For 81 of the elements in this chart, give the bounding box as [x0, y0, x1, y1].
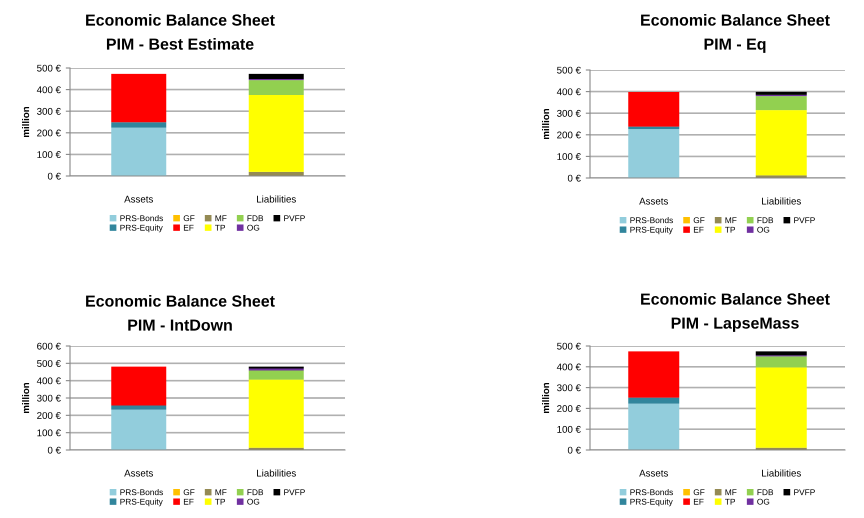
legend-label: PRS-Bonds	[120, 215, 163, 222]
chart-title: Economic Balance Sheet	[86, 14, 275, 26]
x-tick-label: Liabilities	[762, 197, 801, 205]
chart-subtitle: PIM - Eq	[704, 38, 766, 53]
chart-subtitle: PIM - Best Estimate	[106, 38, 254, 50]
y-tick-label: 200 €	[557, 405, 581, 412]
y-axis-title: million	[22, 106, 30, 138]
legend-label: MF	[216, 215, 227, 222]
legend-label: EF	[694, 226, 704, 233]
legend-label: MF	[726, 217, 737, 224]
y-tick-label: 500 €	[557, 66, 581, 74]
legend-label: PRS-Equity	[630, 226, 673, 234]
y-tick-label: 300 €	[37, 108, 61, 115]
y-tick-label: 500 €	[37, 360, 61, 367]
y-tick-label: 500 €	[37, 64, 61, 72]
legend-label: TP	[215, 224, 226, 231]
legend-label: PRS-Bonds	[120, 489, 163, 496]
legend-label: FDB	[758, 217, 774, 224]
y-axis-title: million	[22, 382, 30, 414]
y-tick-label: 300 €	[37, 394, 61, 402]
x-tick-label: Assets	[639, 470, 668, 477]
legend-label: PVFP	[284, 215, 305, 222]
legend-label: GF	[694, 489, 704, 496]
legend-label: PRS-Equity	[630, 498, 673, 506]
y-tick-label: 400 €	[36, 377, 61, 384]
y-tick-label: 0 €	[48, 172, 61, 180]
y-tick-label: 100 €	[37, 429, 61, 436]
x-tick-label: Liabilities	[257, 195, 296, 203]
y-tick-label: 300 €	[557, 384, 581, 392]
y-tick-label: 400 €	[556, 364, 581, 370]
x-tick-label: Assets	[639, 198, 668, 205]
chart-subtitle: PIM - IntDown	[128, 320, 232, 331]
legend-label: PRS-Bonds	[630, 217, 673, 224]
legend-label: GF	[184, 489, 194, 496]
legend-label: OG	[757, 226, 770, 233]
legend-label: FDB	[248, 215, 264, 222]
y-tick-label: 300 €	[557, 110, 581, 117]
chart-title: Economic Balance Sheet	[641, 293, 830, 305]
legend-label: PRS-Equity	[120, 498, 163, 506]
y-tick-label: 0 €	[48, 446, 61, 454]
x-tick-label: Assets	[124, 470, 153, 477]
legend-label: PVFP	[794, 489, 815, 496]
x-tick-label: Assets	[124, 196, 153, 203]
x-tick-label: Liabilities	[257, 469, 296, 477]
y-tick-label: 400 €	[556, 88, 581, 96]
y-tick-label: 200 €	[37, 412, 61, 419]
y-axis-title: million	[542, 382, 550, 414]
legend-label: PVFP	[284, 489, 305, 496]
legend-label: FDB	[758, 489, 774, 496]
y-tick-label: 200 €	[37, 130, 61, 136]
y-tick-label: 100 €	[557, 426, 581, 433]
legend-label: PRS-Bonds	[630, 489, 673, 496]
y-tick-label: 0 €	[568, 174, 581, 182]
y-tick-label: 100 €	[37, 151, 61, 158]
legend-label: MF	[726, 489, 737, 496]
chart-subtitle: PIM - LapseMass	[672, 318, 799, 332]
legend-label: EF	[184, 224, 194, 231]
legend-label: EF	[694, 498, 704, 505]
y-tick-label: 100 €	[557, 153, 581, 160]
legend-label: TP	[725, 226, 736, 233]
y-tick-label: 0 €	[568, 446, 581, 454]
y-axis-title: million	[542, 108, 550, 140]
legend-label: PVFP	[794, 217, 815, 224]
legend-label: MF	[216, 489, 227, 496]
legend-label: EF	[184, 498, 194, 505]
legend-label: OG	[757, 498, 770, 505]
chart-title: Economic Balance Sheet	[86, 295, 275, 307]
legend-label: OG	[247, 224, 260, 231]
legend-label: OG	[247, 498, 260, 505]
y-tick-label: 600 €	[37, 342, 61, 350]
y-tick-label: 500 €	[557, 342, 581, 350]
legend-label: FDB	[248, 489, 264, 496]
chart-title: Economic Balance Sheet	[641, 14, 830, 26]
legend-label: GF	[184, 215, 194, 222]
y-tick-label: 200 €	[557, 132, 581, 138]
x-tick-label: Liabilities	[762, 469, 801, 477]
legend-label: GF	[694, 217, 704, 224]
legend-label: TP	[725, 498, 736, 505]
legend-label: TP	[215, 498, 226, 505]
y-tick-label: 400 €	[36, 86, 61, 94]
legend-label: PRS-Equity	[120, 224, 163, 232]
